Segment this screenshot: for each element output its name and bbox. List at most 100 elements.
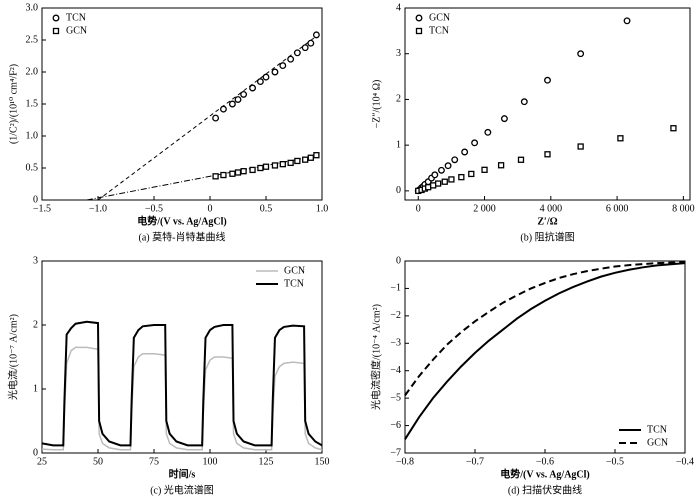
fit-line: [86, 155, 317, 201]
y-tick-label: −3: [390, 338, 401, 349]
y-tick-label: 3: [396, 48, 401, 59]
marker: [271, 162, 279, 169]
y-tick-label: 1: [396, 139, 401, 150]
x-tick-label: 0: [208, 203, 213, 214]
legend-label: TCN: [429, 25, 449, 36]
marker: [431, 171, 439, 179]
y-axis-label: −Z″/(10⁴ Ω): [371, 80, 382, 129]
legend-label: GCN: [429, 12, 450, 23]
marker: [448, 176, 455, 183]
marker: [468, 170, 475, 178]
marker: [617, 135, 624, 142]
x-tick-label: 100: [203, 456, 218, 467]
y-axis-label: 光电流/(10⁻⁷ A/cm²): [6, 314, 19, 400]
marker: [425, 184, 432, 191]
y-tick-label: −1: [390, 283, 401, 294]
x-tick-label: 4 000: [540, 203, 563, 214]
fit-line: [97, 35, 317, 201]
caption: (d) 扫描伏安曲线: [508, 483, 582, 496]
y-tick-label: 1: [33, 383, 38, 394]
marker: [287, 159, 294, 167]
marker: [544, 76, 551, 84]
marker: [497, 162, 505, 169]
marker: [279, 62, 287, 70]
plot-frame: [41, 7, 323, 201]
marker: [249, 84, 257, 92]
marker: [249, 166, 256, 174]
marker: [444, 162, 452, 170]
x-tick-label: −0.6: [536, 456, 554, 467]
legend-label: GCN: [66, 25, 87, 36]
x-axis-label: 电势/(V vs. Ag/AgCl): [137, 214, 227, 227]
y-tick-label: −5: [390, 392, 401, 403]
y-tick-label: 0: [33, 447, 38, 458]
marker: [262, 73, 270, 81]
marker: [313, 152, 320, 159]
marker: [234, 96, 242, 103]
marker: [257, 164, 264, 172]
series-line: [404, 261, 686, 396]
y-tick-label: 0: [396, 255, 401, 266]
marker: [293, 49, 301, 57]
marker: [577, 50, 585, 58]
marker: [212, 173, 219, 180]
legend-label: TCN: [647, 424, 667, 435]
marker: [415, 27, 423, 35]
x-tick-label: 6 000: [606, 203, 629, 214]
marker: [438, 166, 445, 174]
marker: [220, 171, 227, 179]
x-tick-label: 150: [315, 456, 330, 467]
marker: [279, 161, 286, 168]
x-tick-label: 8 000: [672, 203, 695, 214]
marker: [434, 180, 442, 187]
x-tick-label: −0.8: [396, 456, 414, 467]
y-tick-label: −4: [390, 365, 401, 376]
plot-frame: [404, 7, 691, 201]
y-tick-label: 3: [33, 255, 38, 266]
plot-frame: [404, 260, 686, 454]
marker: [229, 170, 236, 177]
plot-frame: [41, 260, 323, 454]
y-tick-label: 0: [396, 185, 401, 196]
x-tick-label: 2 000: [473, 203, 496, 214]
x-tick-label: 1.0: [316, 203, 329, 214]
marker: [471, 139, 479, 147]
marker: [451, 156, 459, 164]
y-tick-label: 2.5: [26, 34, 39, 45]
legend-label: TCN: [284, 278, 304, 289]
caption: (c) 光电流谱图: [150, 483, 214, 496]
marker: [52, 27, 60, 35]
marker: [481, 166, 488, 173]
x-tick-label: 25: [37, 456, 47, 467]
caption: (b) 阻抗谱图: [520, 230, 574, 243]
series-line: [41, 346, 323, 451]
marker: [287, 55, 295, 63]
x-tick-label: −1.0: [89, 203, 107, 214]
x-axis-label: Z′/Ω: [537, 216, 557, 227]
marker: [228, 100, 236, 108]
y-tick-label: 1.5: [26, 98, 39, 109]
x-tick-label: −0.4: [676, 456, 694, 467]
marker: [52, 14, 60, 22]
marker: [240, 168, 247, 175]
y-tick-label: 2: [396, 94, 401, 105]
y-tick-label: −6: [390, 420, 401, 431]
marker: [212, 114, 220, 122]
series-line: [41, 320, 323, 447]
x-tick-label: 50: [93, 456, 103, 467]
marker: [256, 78, 264, 86]
marker: [430, 182, 437, 189]
x-axis-label: 时间/s: [169, 467, 196, 480]
marker: [219, 105, 227, 113]
marker: [240, 90, 248, 98]
legend-label: GCN: [284, 265, 305, 276]
y-tick-label: 2.0: [26, 66, 39, 77]
y-tick-label: −7: [390, 447, 401, 458]
x-tick-label: 125: [259, 456, 274, 467]
marker: [461, 148, 469, 156]
x-tick-label: −0.5: [606, 456, 624, 467]
marker: [262, 163, 270, 170]
y-tick-label: 4: [396, 2, 401, 13]
marker: [302, 156, 309, 163]
x-tick-label: −1.5: [33, 203, 51, 214]
